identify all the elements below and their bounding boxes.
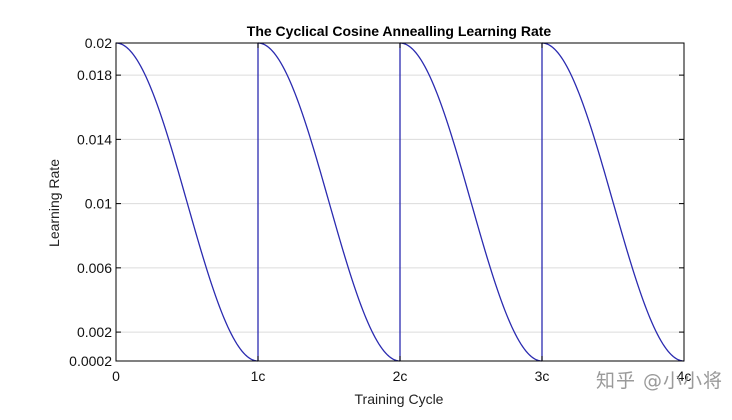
y-tick-label: 0.014 [77,131,112,147]
y-tick-label: 0.0002 [69,353,112,369]
watermark-text: 知乎 @小小将 [596,370,724,392]
y-axis-label: Learning Rate [46,159,62,247]
y-tick-label: 0.018 [77,67,112,83]
x-axis-label: Training Cycle [355,391,444,407]
series-line-cycle-3 [399,42,543,362]
x-tick-label: 4c [677,368,692,384]
series-line-cycle-2 [257,42,401,362]
series-line-cycle-1 [115,42,259,362]
y-tick-label: 0.02 [85,35,112,51]
series-layer [115,42,685,362]
y-tick-label: 0.006 [77,260,112,276]
ticks: 0.0002 0.002 0.006 0.01 0.014 0.018 0.02 0 1c 2c 3… [69,35,691,384]
series-line-cycle-4 [541,42,685,362]
chart-title: The Cyclical Cosine Annealling Learning … [247,23,552,39]
y-tick-label: 0.01 [85,196,112,212]
x-tick-label: 3c [535,368,550,384]
x-tick-label: 0 [112,368,120,384]
x-tick-label: 1c [251,368,266,384]
y-tick-label: 0.002 [77,324,112,340]
x-tick-label: 2c [393,368,408,384]
